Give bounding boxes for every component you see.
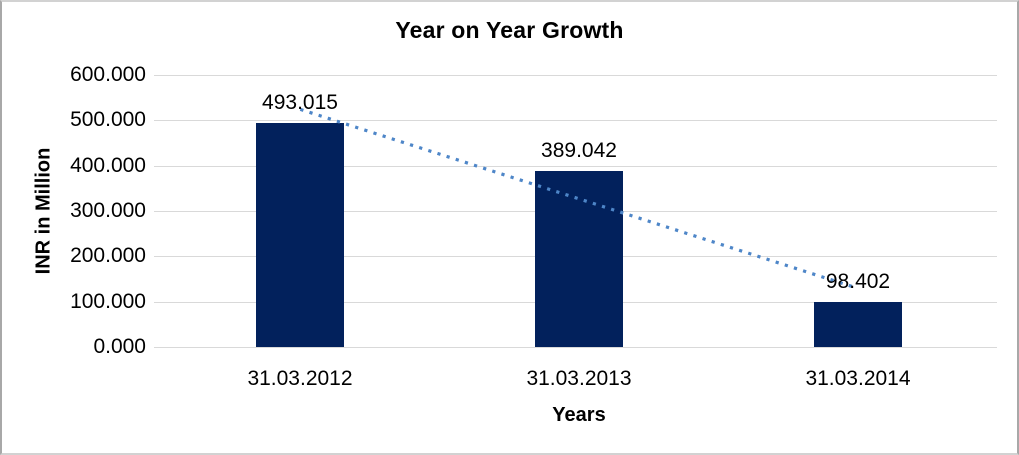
y-axis-tick-label: 200.000 (70, 244, 146, 267)
x-category-label: 31.03.2014 (805, 367, 911, 390)
y-axis-tick-label: 400.000 (70, 154, 146, 177)
x-category-label: 31.03.2012 (247, 367, 353, 390)
bar-data-label: 389.042 (541, 139, 617, 162)
gridline (154, 347, 997, 348)
bar (256, 123, 344, 347)
gridline (154, 120, 997, 121)
bar-data-label: 493.015 (262, 91, 338, 114)
y-axis-tick-label: 300.000 (70, 199, 146, 222)
bar (535, 171, 623, 347)
y-axis-tick-label: 0.000 (93, 335, 146, 358)
chart-title: Year on Year Growth (395, 17, 624, 43)
x-category-label: 31.03.2013 (526, 367, 632, 390)
y-axis-tick-label: 600.000 (70, 63, 146, 86)
bar-data-label: 98.402 (825, 270, 891, 293)
y-axis-tick-label: 100.000 (70, 290, 146, 313)
bar (814, 302, 902, 347)
gridline (154, 75, 997, 76)
y-axis-tick-label: 500.000 (70, 108, 146, 131)
x-axis-title: Years (552, 404, 606, 426)
